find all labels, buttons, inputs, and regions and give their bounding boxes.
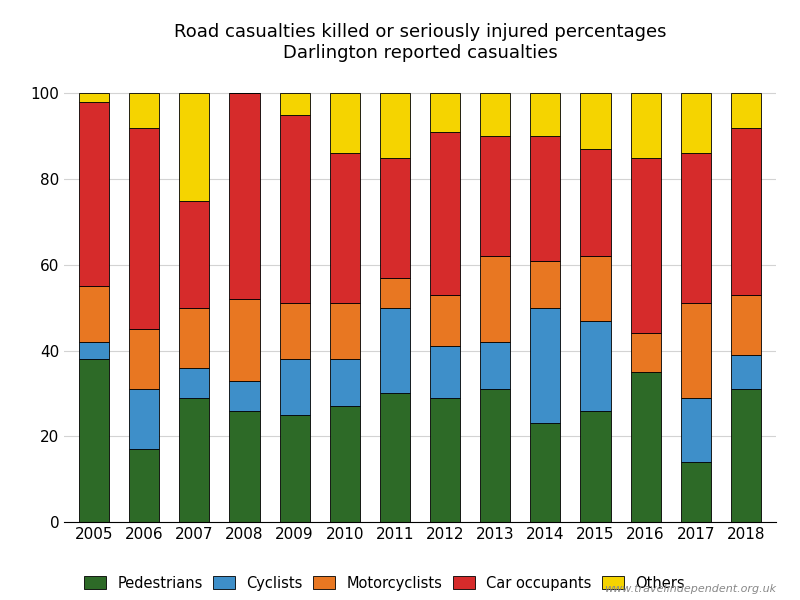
Bar	[129, 94, 159, 128]
Bar	[581, 410, 610, 522]
Bar	[79, 94, 109, 102]
Bar	[430, 295, 460, 346]
Bar	[581, 320, 610, 410]
Bar	[530, 260, 560, 308]
Bar	[731, 389, 761, 522]
Bar	[731, 355, 761, 389]
Bar	[380, 94, 410, 158]
Bar	[380, 158, 410, 278]
Bar	[179, 368, 210, 398]
Bar	[480, 342, 510, 389]
Bar	[530, 94, 560, 136]
Legend: Pedestrians, Cyclists, Motorcyclists, Car occupants, Others: Pedestrians, Cyclists, Motorcyclists, Ca…	[78, 570, 691, 596]
Bar	[430, 94, 460, 132]
Bar	[230, 299, 259, 380]
Bar	[330, 359, 360, 406]
Bar	[129, 389, 159, 449]
Bar	[430, 398, 460, 522]
Bar	[480, 389, 510, 522]
Bar	[280, 94, 310, 115]
Bar	[630, 158, 661, 334]
Bar	[179, 308, 210, 368]
Text: www.travelindependent.org.uk: www.travelindependent.org.uk	[604, 584, 776, 594]
Bar	[79, 359, 109, 522]
Bar	[581, 149, 610, 256]
Bar	[480, 256, 510, 342]
Bar	[79, 102, 109, 286]
Bar	[530, 136, 560, 260]
Bar	[480, 136, 510, 256]
Bar	[630, 94, 661, 158]
Bar	[731, 94, 761, 128]
Bar	[280, 304, 310, 359]
Bar	[480, 94, 510, 136]
Bar	[530, 308, 560, 424]
Bar	[79, 286, 109, 342]
Bar	[731, 295, 761, 355]
Bar	[129, 128, 159, 329]
Bar	[430, 132, 460, 295]
Bar	[330, 304, 360, 359]
Title: Road casualties killed or seriously injured percentages
Darlington reported casu: Road casualties killed or seriously inju…	[174, 23, 666, 62]
Bar	[230, 380, 259, 410]
Bar	[330, 406, 360, 522]
Bar	[681, 154, 711, 304]
Bar	[330, 154, 360, 304]
Bar	[280, 359, 310, 415]
Bar	[230, 94, 259, 299]
Bar	[681, 94, 711, 154]
Bar	[581, 256, 610, 320]
Bar	[581, 94, 610, 149]
Bar	[129, 449, 159, 522]
Bar	[681, 304, 711, 398]
Bar	[630, 334, 661, 372]
Bar	[179, 200, 210, 308]
Bar	[430, 346, 460, 398]
Bar	[380, 394, 410, 522]
Bar	[530, 424, 560, 522]
Bar	[179, 94, 210, 200]
Bar	[681, 398, 711, 462]
Bar	[330, 94, 360, 154]
Bar	[630, 372, 661, 522]
Bar	[731, 128, 761, 295]
Bar	[129, 329, 159, 389]
Bar	[79, 342, 109, 359]
Bar	[681, 462, 711, 522]
Bar	[179, 398, 210, 522]
Bar	[380, 308, 410, 394]
Bar	[280, 115, 310, 304]
Bar	[380, 278, 410, 308]
Bar	[230, 410, 259, 522]
Bar	[280, 415, 310, 522]
